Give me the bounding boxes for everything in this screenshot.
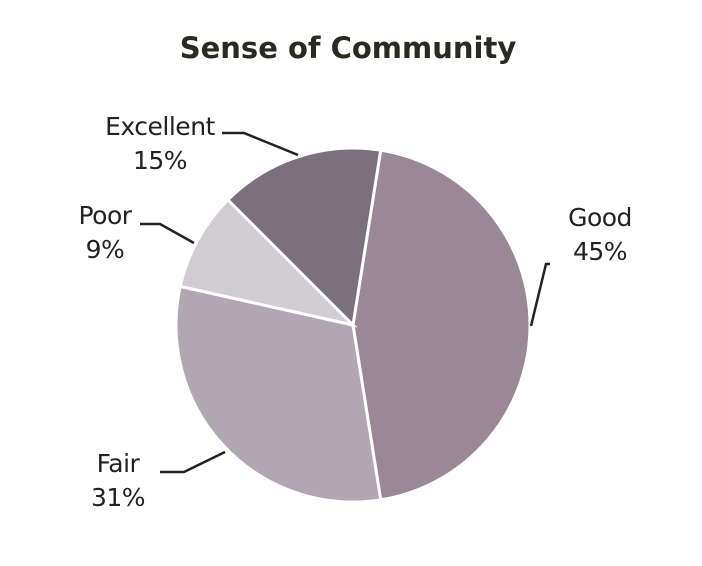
leader-line-excellent <box>222 131 299 157</box>
leader-line-good <box>529 262 550 327</box>
slice-value-poor: 9% <box>86 235 125 264</box>
slice-label-poor: Poor <box>78 201 132 230</box>
slice-value-good: 45% <box>573 237 627 266</box>
pie-slice-excellent <box>225 146 383 329</box>
slice-label-fair: Fair <box>97 449 141 478</box>
pie-slice-fair <box>174 284 383 504</box>
pie-slice-poor <box>178 197 358 328</box>
chart-title: Sense of Community <box>180 31 517 65</box>
leader-line-poor <box>140 222 195 245</box>
slice-label-good: Good <box>568 203 632 232</box>
slice-label-excellent: Excellent <box>105 112 215 141</box>
slice-value-fair: 31% <box>91 483 145 512</box>
pie-slice-good <box>351 148 532 502</box>
leader-line-fair <box>160 450 226 474</box>
slice-value-excellent: 15% <box>133 146 187 175</box>
